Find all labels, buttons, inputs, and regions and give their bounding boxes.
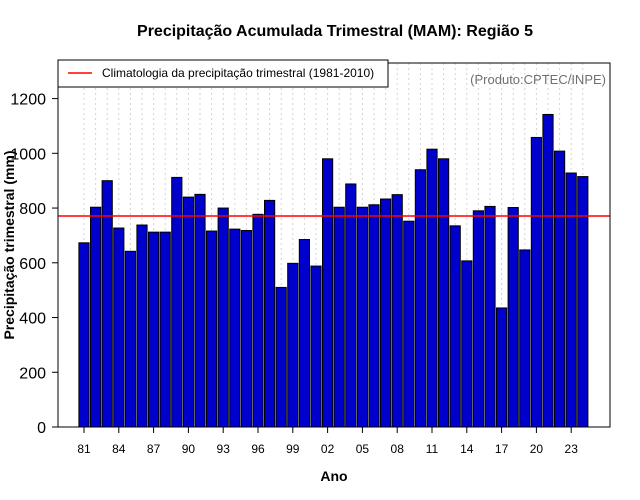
- y-axis: 0 200 400 600 800 1000 1200: [10, 92, 58, 437]
- x-tick-label: 99: [286, 442, 300, 456]
- bar-1991: [194, 193, 206, 428]
- y-tick-label: 1200: [10, 92, 46, 109]
- bar-1986: [136, 224, 148, 428]
- legend: Climatologia da precipitação trimestral …: [57, 59, 389, 88]
- y-tick-label: 0: [37, 420, 46, 437]
- bar-1992: [206, 230, 218, 428]
- bar-1988: [159, 231, 171, 428]
- bar-1981: [78, 242, 90, 428]
- bar-2022: [554, 150, 566, 428]
- bar-2008: [391, 194, 403, 428]
- bar-2011: [426, 148, 438, 428]
- x-tick-label: 02: [321, 442, 335, 456]
- bar-1984: [113, 227, 125, 428]
- x-tick-label: 23: [565, 442, 579, 456]
- x-tick-label: 17: [495, 442, 509, 456]
- bar-2001: [310, 265, 322, 428]
- x-tick-label: 11: [426, 442, 439, 456]
- y-tick-label: 200: [19, 365, 46, 382]
- x-axis-label: Ano: [320, 468, 347, 484]
- x-tick-label: 14: [460, 442, 474, 456]
- y-axis-label: Precipitação trimestral (mm): [1, 150, 17, 339]
- bar-2010: [414, 169, 426, 428]
- bar-2019: [519, 249, 531, 428]
- chart-title: Precipitação Acumulada Trimestral (MAM):…: [137, 23, 533, 40]
- bar-1987: [148, 231, 160, 428]
- bar-2002: [322, 158, 334, 428]
- bar-2024: [577, 176, 589, 428]
- bar-2023: [565, 172, 577, 428]
- bar-2000: [298, 239, 310, 428]
- bar-2021: [542, 113, 554, 428]
- bar-2015: [472, 210, 484, 428]
- y-tick-label: 600: [19, 256, 46, 273]
- bar-2005: [356, 206, 368, 428]
- x-tick-label: 05: [356, 442, 370, 456]
- bar-2007: [380, 198, 392, 428]
- bar-1983: [101, 180, 113, 428]
- bar-2018: [507, 207, 519, 428]
- bar-2017: [496, 307, 508, 428]
- bar-1994: [229, 228, 241, 428]
- x-tick-label: 20: [530, 442, 544, 456]
- bars-layer: [78, 113, 589, 428]
- y-tick-label: 1000: [10, 146, 46, 163]
- bar-1995: [240, 229, 253, 428]
- y-tick-label: 800: [19, 201, 46, 218]
- bar-1990: [182, 196, 195, 428]
- x-tick-label: 90: [182, 442, 196, 456]
- bar-1989: [171, 176, 183, 428]
- bar-1993: [217, 207, 229, 428]
- legend-box: [57, 59, 389, 88]
- bar-2016: [484, 205, 496, 428]
- y-tick-label: 400: [19, 311, 46, 328]
- x-tick-label: 96: [251, 442, 265, 456]
- bar-1999: [287, 262, 299, 428]
- bar-1998: [275, 286, 287, 428]
- source-credit: (Produto:CPTEC/INPE): [470, 72, 606, 87]
- x-tick-label: 08: [391, 442, 405, 456]
- x-tick-label: 81: [77, 442, 91, 456]
- x-tick-label: 84: [112, 442, 126, 456]
- bar-2003: [333, 206, 345, 428]
- bar-1997: [264, 199, 276, 428]
- bar-2020: [530, 136, 542, 428]
- bar-2009: [403, 220, 415, 428]
- bar-2006: [368, 204, 380, 428]
- bar-1985: [124, 250, 137, 428]
- x-tick-label: 87: [147, 442, 161, 456]
- bar-1996: [252, 213, 264, 428]
- legend-label: Climatologia da precipitação trimestral …: [102, 66, 374, 80]
- x-axis: 81 84 87 90 93 96 99 02 05 08 11 14 17 20 23: [77, 427, 578, 456]
- bar-2012: [438, 158, 450, 428]
- bar-1982: [90, 206, 102, 428]
- bar-2013: [449, 225, 461, 428]
- x-tick-label: 93: [217, 442, 231, 456]
- bar-2014: [461, 260, 473, 428]
- bar-2004: [345, 183, 357, 428]
